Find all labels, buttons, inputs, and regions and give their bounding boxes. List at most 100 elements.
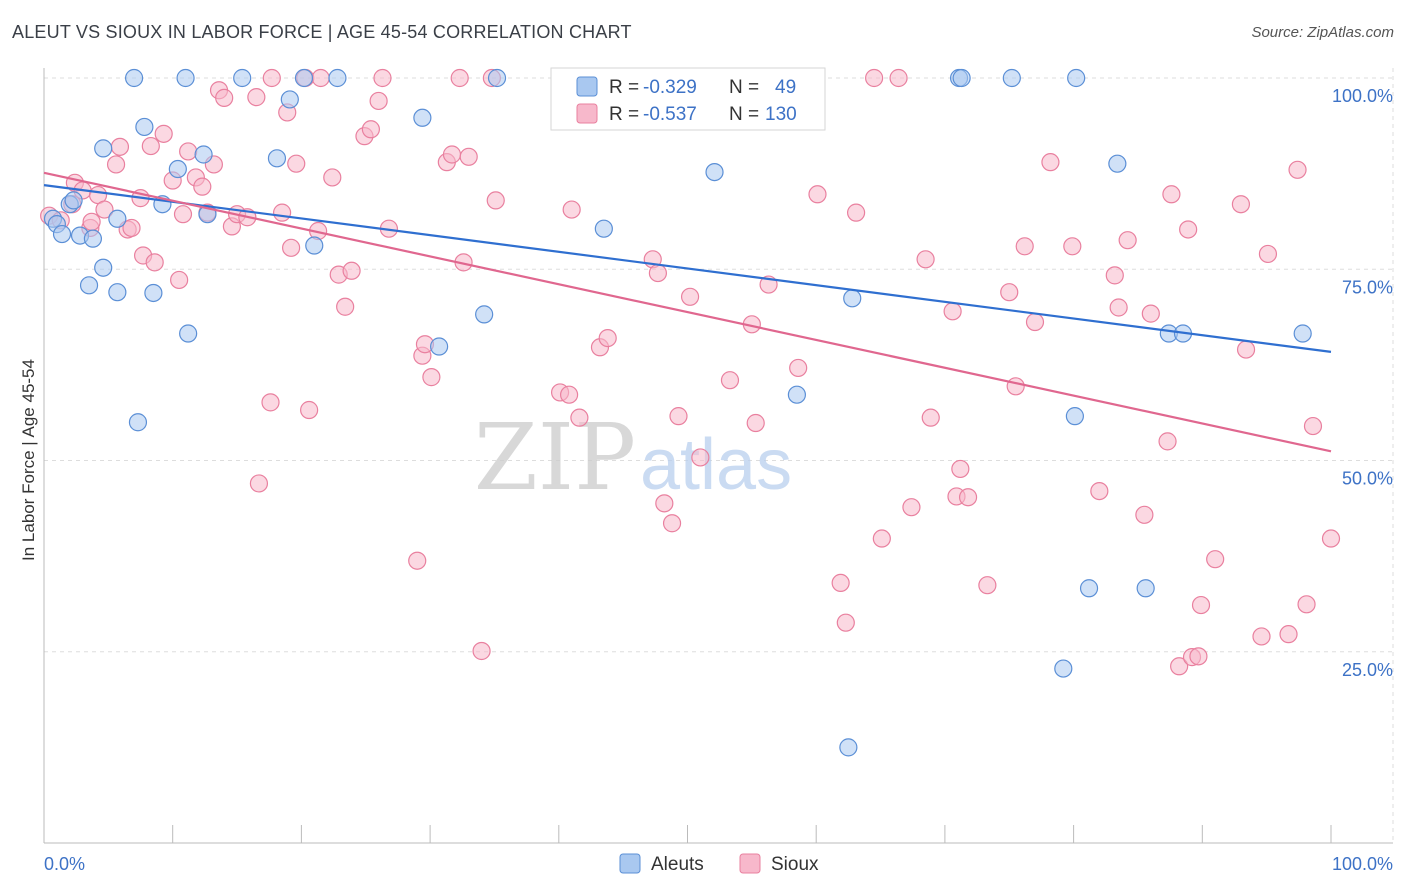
aleut-point-39 [1002,68,1021,88]
sioux-point-23 [193,177,212,196]
sioux-point-83 [831,573,850,593]
aleut-point-6 [79,276,99,295]
sioux-point-110 [1162,185,1181,204]
sioux-point-101 [1041,153,1060,172]
legend-n-value-1: 49 [775,77,796,98]
aleut-point-24 [280,90,299,109]
chart-title: ALEUT VS SIOUX IN LABOR FORCE | AGE 45-5… [12,22,632,42]
sioux-point-9 [106,155,126,174]
aleut-point-28 [413,108,432,127]
sioux-point-49 [369,91,388,111]
aleut-point-32 [594,219,613,238]
aleut-point-4 [64,191,83,210]
sioux-point-15 [141,136,160,156]
sioux-point-40 [300,400,319,420]
sioux-point-10 [110,137,130,156]
aleut-point-45 [1136,579,1155,598]
sioux-point-104 [1105,266,1124,285]
legend-swatch-aleuts [576,76,598,97]
sioux-point-102 [1063,237,1082,256]
y-tick-label-0: 100.0% [1332,86,1393,106]
aleut-point-10 [108,209,127,228]
sioux-point-33 [261,393,280,412]
sioux-point-92 [943,302,962,321]
sioux-point-122 [1288,160,1307,179]
sioux-point-96 [978,576,997,595]
legend-n-value-2: 130 [765,104,797,125]
aleut-point-35 [839,738,858,757]
aleut-point-47 [1293,324,1312,343]
sioux-point-123 [1297,595,1316,614]
sioux-point-107 [1135,505,1154,524]
sioux-point-43 [323,168,342,187]
sioux-point-97 [1000,283,1019,302]
sioux-point-55 [422,368,441,387]
sioux-point-108 [1141,304,1160,323]
aleut-point-9 [94,139,113,158]
aleut-point-30 [475,305,494,324]
sioux-point-105 [1109,298,1128,317]
sioux-point-63 [486,191,505,210]
aleut-point-17 [168,159,187,179]
sioux-point-81 [789,358,808,378]
sioux-point-65 [559,385,579,404]
sioux-point-45 [336,297,355,316]
watermark-atlas: atlas [640,425,792,505]
aleut-point-41 [1065,407,1084,426]
aleut-point-42 [1067,68,1086,88]
sioux-point-84 [836,613,855,632]
y-axis-label: In Labor Force | Age 45-54 [19,359,38,561]
legend-r-label-1: R = [609,77,639,98]
x-tick-max: 100.0% [1332,854,1393,874]
bottom-legend-swatch-aleuts [619,853,641,874]
sioux-point-34 [262,68,281,88]
y-tick-label-2: 50.0% [1342,469,1393,489]
aleut-point-23 [267,149,287,168]
sioux-point-90 [916,250,935,269]
sioux-point-91 [921,408,940,427]
aleut-point-12 [124,68,144,88]
sioux-point-76 [691,448,710,467]
aleut-point-7 [83,229,103,248]
sioux-point-119 [1252,627,1271,646]
sioux-point-111 [1170,657,1189,676]
sioux-point-112 [1179,220,1198,239]
aleut-point-40 [1054,659,1073,678]
sioux-point-118 [1236,340,1256,359]
sioux-point-6 [82,212,101,231]
aleut-point-36 [843,289,862,308]
sioux-point-77 [720,371,740,390]
source-label: Source: ZipAtlas.com [1251,24,1394,41]
aleut-trend-line [43,184,1332,353]
sioux-point-52 [408,551,427,570]
aleut-point-26 [305,236,324,255]
sioux-point-100 [1025,312,1045,332]
sioux-point-89 [902,498,921,517]
sioux-point-87 [872,529,891,548]
watermark-zip: ZIP [474,404,636,511]
sioux-point-57 [442,145,462,164]
sioux-point-50 [373,68,392,88]
sioux-point-46 [342,261,361,280]
aleut-point-38 [952,68,971,88]
aleut-point-43 [1079,579,1099,598]
sioux-point-106 [1118,231,1137,250]
sioux-trend-line [43,171,1332,453]
sioux-point-60 [459,147,478,166]
aleut-point-33 [705,162,724,182]
legend-n-label-1: N = [729,77,759,98]
aleut-point-25 [294,68,314,88]
sioux-point-71 [648,263,667,283]
sioux-point-73 [662,514,682,533]
aleut-point-20 [194,145,213,164]
sioux-point-120 [1258,244,1278,264]
sioux-point-61 [472,641,491,661]
sioux-point-19 [170,270,189,290]
legend-box: R = -0.329 N = 49 R = -0.537 N = 130 [550,67,826,131]
sioux-point-103 [1090,482,1109,501]
sioux-point-74 [669,407,688,426]
sioux-point-32 [249,474,269,493]
sioux-point-20 [173,205,193,224]
sioux-point-85 [846,203,866,222]
sioux-point-125 [1321,529,1341,548]
